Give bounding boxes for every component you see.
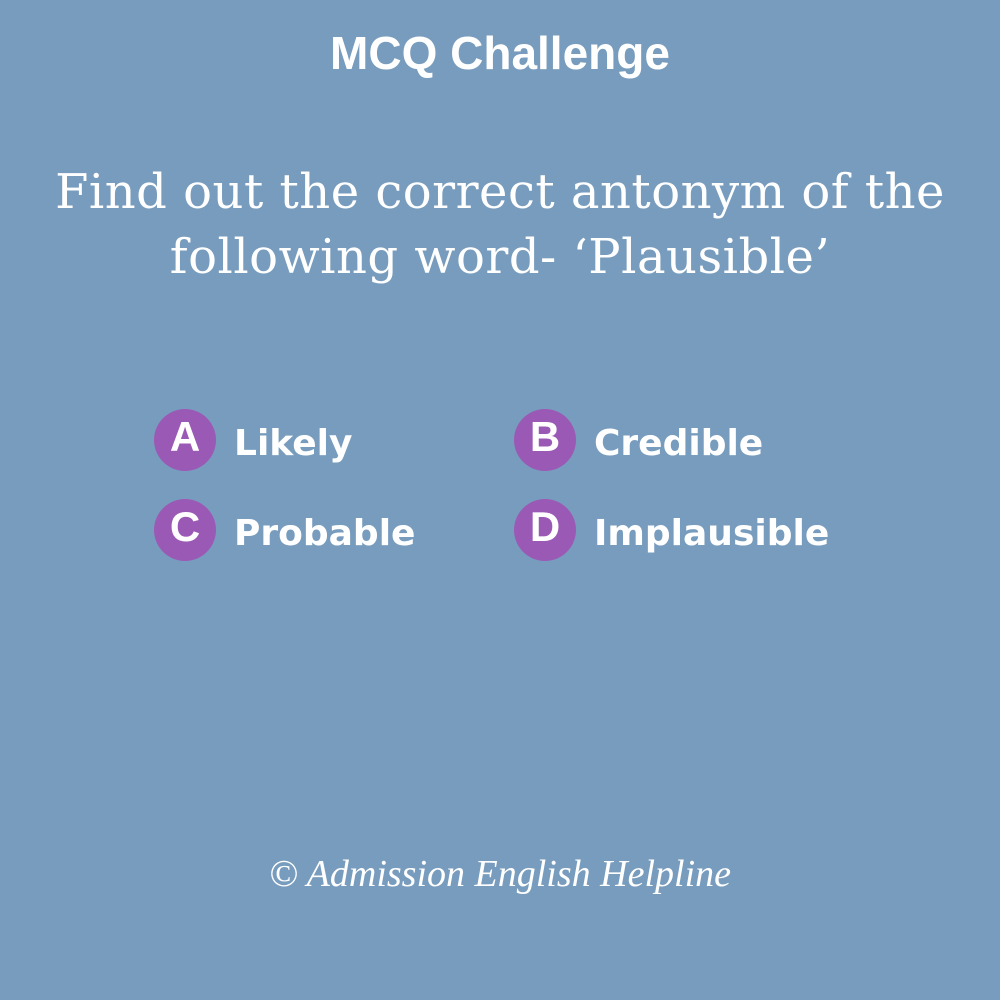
option-c[interactable]: C Probable: [154, 499, 415, 561]
option-c-badge: C: [154, 499, 216, 561]
option-d-badge: D: [514, 499, 576, 561]
question-line-1: Find out the correct antonym of the: [55, 164, 945, 220]
option-a-badge: A: [154, 409, 216, 471]
question-text: Find out the correct antonym of the foll…: [20, 160, 980, 290]
question-line-2: following word- ‘Plausible’: [169, 229, 831, 285]
option-d[interactable]: D Implausible: [514, 499, 829, 561]
option-d-label: Implausible: [594, 513, 830, 554]
option-a-label: Likely: [234, 423, 353, 464]
copyright-footer: © Admission English Helpline: [269, 853, 731, 895]
option-b[interactable]: B Credible: [514, 409, 763, 471]
page-title: MCQ Challenge: [330, 27, 670, 79]
option-b-badge: B: [514, 409, 576, 471]
option-b-label: Credible: [594, 423, 764, 464]
option-c-label: Probable: [234, 513, 416, 554]
option-a[interactable]: A Likely: [154, 409, 352, 471]
